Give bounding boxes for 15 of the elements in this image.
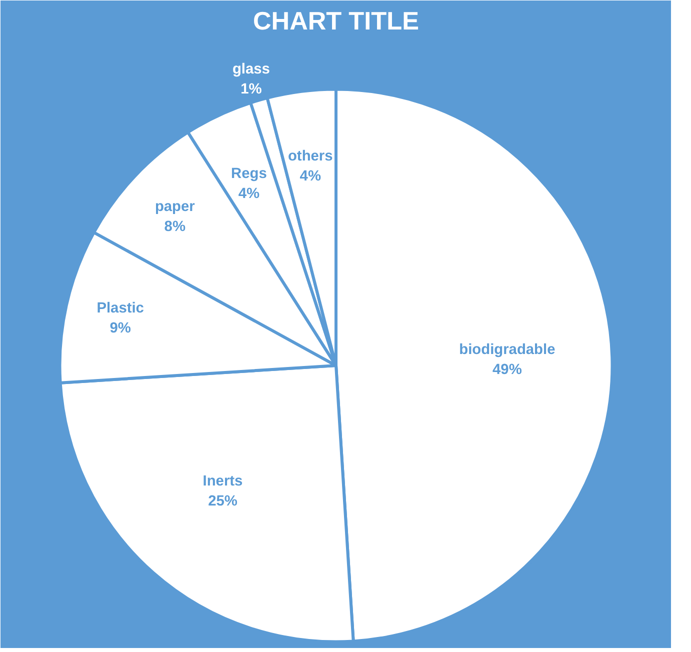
data-label: 25%	[208, 493, 238, 510]
data-label: 4%	[300, 168, 321, 185]
slice-label: others	[288, 148, 333, 165]
chart-title: CHART TITLE	[252, 8, 420, 36]
slice-label: Regs	[231, 166, 267, 182]
slice-label: glass	[232, 61, 270, 78]
slice-label: paper	[154, 199, 196, 216]
data-label: 1%	[240, 81, 262, 98]
slice-label: biodigradable	[459, 342, 556, 358]
data-label: 4%	[238, 186, 260, 202]
slice-label: Plastic	[96, 300, 144, 316]
data-label: 8%	[164, 219, 186, 236]
data-label: 9%	[110, 320, 131, 336]
slice-label: Inerts	[202, 473, 243, 490]
data-label: 49%	[492, 362, 522, 378]
